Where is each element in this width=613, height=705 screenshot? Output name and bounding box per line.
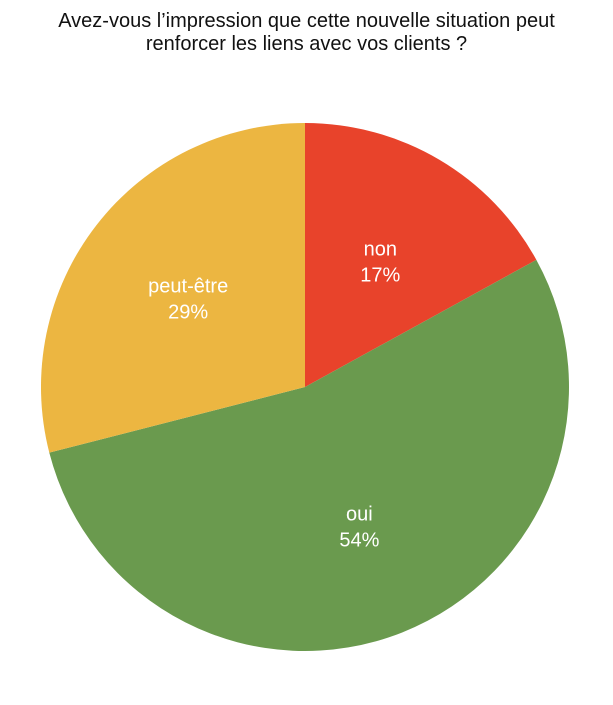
slice-label-non: non	[364, 239, 397, 261]
slice-percent-peut-être: 29%	[168, 301, 208, 323]
slice-label-oui: oui	[346, 504, 373, 526]
pie-slice-peut-être	[40, 123, 305, 453]
pie-slice-oui	[49, 259, 570, 652]
pie-labels: non 17% oui 54% peut-être 29%	[148, 239, 400, 552]
pie-slices	[40, 123, 570, 652]
pie-slice-non	[305, 123, 537, 387]
slice-percent-non: 17%	[360, 265, 400, 287]
slice-percent-oui: 54%	[339, 530, 379, 552]
slice-label-peut-être: peut-être	[148, 275, 228, 297]
chart-title: Avez-vous l’impression que cette nouvell…	[58, 10, 555, 55]
